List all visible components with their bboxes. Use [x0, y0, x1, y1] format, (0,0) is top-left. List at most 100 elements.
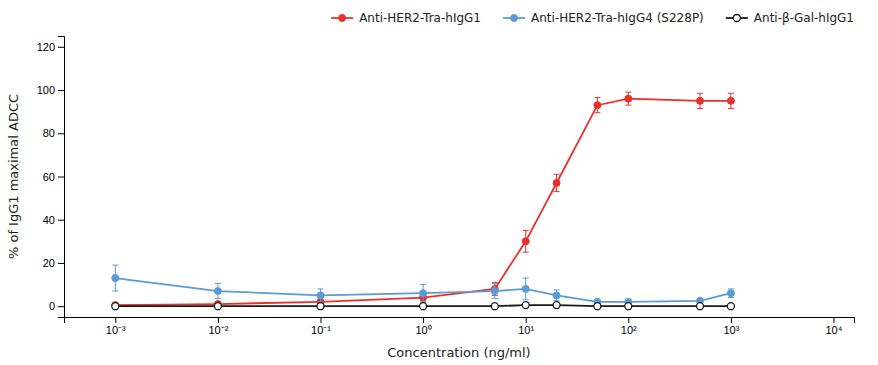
y-tick: 0 [49, 300, 64, 312]
series [112, 265, 735, 305]
point [727, 97, 734, 104]
x-axis-line [65, 318, 855, 324]
error-bar [554, 174, 560, 191]
point [491, 288, 498, 295]
y-tick: 60 [43, 171, 64, 183]
error-bar [728, 93, 734, 108]
x-tick-mark [320, 317, 321, 323]
series [112, 302, 735, 310]
legend-label: Anti-β-Gal-hIgG1 [754, 11, 854, 25]
y-tick: 80 [43, 127, 64, 139]
y-tick-label: 120 [37, 41, 55, 53]
point [553, 179, 560, 186]
point [625, 303, 632, 310]
y-tick-label: 0 [49, 300, 55, 312]
point [727, 290, 734, 297]
y-axis-line [58, 37, 65, 318]
point [214, 288, 221, 295]
x-tick: 10⁴ [825, 317, 842, 336]
point [696, 97, 703, 104]
error-bar [728, 289, 734, 298]
y-axis: 0 20 40 60 80 100 120 [37, 37, 65, 318]
x-tick: 10⁻¹ [311, 317, 331, 336]
error-bar [554, 290, 560, 301]
point [317, 303, 324, 310]
x-tick: 10⁻³ [106, 317, 126, 336]
x-tick-label: 10⁻² [208, 324, 228, 336]
point [317, 292, 324, 299]
y-tick-label: 60 [43, 171, 55, 183]
y-tick: 120 [37, 41, 64, 53]
x-tick-mark [731, 317, 732, 323]
x-tick-label: 10² [621, 324, 637, 336]
point [522, 302, 529, 309]
legend: Anti-HER2-Tra-hIgG1 Anti-HER2-Tra-hIgG4 (… [331, 11, 854, 25]
point [553, 292, 560, 299]
x-tick: 10¹ [518, 317, 534, 336]
x-tick: 10³ [723, 317, 739, 336]
error-bar [317, 289, 323, 302]
y-tick-mark [58, 133, 64, 134]
x-tick-label: 10¹ [518, 324, 534, 336]
error-bar [697, 93, 703, 108]
series-line [115, 278, 731, 302]
point [522, 238, 529, 245]
x-tick: 10⁻² [208, 317, 228, 336]
x-tick-label: 10³ [723, 324, 739, 336]
legend-item: Anti-β-Gal-hIgG1 [726, 11, 854, 25]
legend-item: Anti-HER2-Tra-hIgG4 (S228P) [503, 11, 704, 25]
point [625, 95, 632, 102]
y-tick-mark [58, 220, 64, 221]
y-tick: 40 [43, 214, 64, 226]
y-tick-label: 100 [37, 84, 55, 96]
point [553, 302, 560, 309]
x-axis: 10⁻³ 10⁻² 10⁻¹ 10⁰ 10¹ 10² 10³ 10⁴ [65, 317, 855, 336]
x-tick: 10⁰ [415, 317, 431, 336]
error-bar [523, 231, 529, 253]
x-tick-label: 10⁰ [415, 324, 431, 336]
point [594, 303, 601, 310]
y-tick: 100 [37, 84, 64, 96]
x-tick-label: 10⁻¹ [311, 324, 331, 336]
x-tick-mark [526, 317, 527, 323]
error-bar [420, 285, 426, 302]
point [594, 102, 601, 109]
point [491, 303, 498, 310]
point [696, 303, 703, 310]
point [112, 275, 119, 282]
error-bar [594, 98, 600, 113]
legend-swatch-marker [339, 15, 346, 22]
point [727, 303, 734, 310]
y-tick-mark [58, 90, 64, 91]
y-tick-label: 40 [43, 214, 55, 226]
y-tick-mark [58, 306, 64, 307]
plot: 10⁻³ 10⁻² 10⁻¹ 10⁰ 10¹ 10² 10³ 10⁴ 0 20 40 60 80 100 1… [6, 37, 855, 361]
legend-label: Anti-HER2-Tra-hIgG1 [359, 11, 481, 25]
error-bar [625, 92, 631, 105]
x-tick-mark [115, 317, 116, 323]
x-axis-title: Concentration (ng/ml) [387, 345, 530, 360]
x-tick-mark [218, 317, 219, 323]
point [522, 285, 529, 292]
data [112, 92, 735, 309]
y-axis-title: % of IgG1 maximal ADCC [6, 94, 21, 259]
error-bar [215, 283, 221, 298]
series-line [115, 99, 731, 305]
y-tick: 20 [43, 257, 64, 269]
error-bar [492, 283, 498, 298]
point [214, 303, 221, 310]
x-tick-mark [423, 317, 424, 323]
y-tick-mark [58, 263, 64, 264]
y-tick-mark [58, 177, 64, 178]
y-tick-label: 80 [43, 127, 55, 139]
x-tick: 10² [621, 317, 637, 336]
point [420, 290, 427, 297]
chart: 10⁻³ 10⁻² 10⁻¹ 10⁰ 10¹ 10² 10³ 10⁴ 0 20 40 60 80 100 1… [0, 0, 878, 365]
error-bar [112, 265, 118, 291]
x-tick-mark [833, 317, 834, 323]
y-tick-label: 20 [43, 257, 55, 269]
point [420, 303, 427, 310]
error-bar [523, 278, 529, 300]
point [112, 303, 119, 310]
legend-swatch-marker [511, 15, 518, 22]
